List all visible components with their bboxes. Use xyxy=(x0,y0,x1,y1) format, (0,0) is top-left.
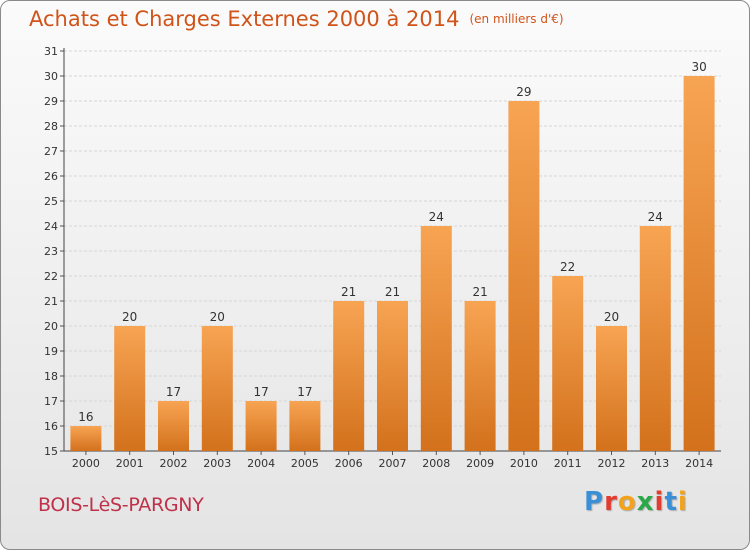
x-tick-label-2004: 2004 xyxy=(247,457,275,470)
x-tick-label-2005: 2005 xyxy=(291,457,319,470)
y-tick-label: 24 xyxy=(44,220,58,233)
data-labels: 16 20 17 20 17 17 21 21 24 21 29 22 20 24 30 xyxy=(78,60,706,424)
bar-2010 xyxy=(508,101,540,451)
logo-letter: i xyxy=(654,487,665,517)
x-tick-label-2000: 2000 xyxy=(72,457,100,470)
y-tick-label: 25 xyxy=(44,195,58,208)
data-label-2008: 24 xyxy=(429,210,444,224)
data-label-2006: 21 xyxy=(341,285,356,299)
x-tick-label-2006: 2006 xyxy=(335,457,363,470)
x-tick-label-2002: 2002 xyxy=(160,457,188,470)
commune-name: BOIS-LèS-PARGNY xyxy=(38,494,204,516)
y-tick-label: 18 xyxy=(44,370,58,383)
bar-2011 xyxy=(552,276,584,451)
y-tick-label: 23 xyxy=(44,245,58,258)
y-tick-label: 30 xyxy=(44,70,58,83)
data-label-2013: 24 xyxy=(648,210,663,224)
bar-2014 xyxy=(683,76,715,451)
bar-2009 xyxy=(464,301,496,451)
y-tick-label: 15 xyxy=(44,445,58,458)
proxiti-logo: Proxiti xyxy=(584,487,688,517)
y-tick-labels: 15 16 17 18 19 20 21 22 23 24 25 26 27 28 29 30 31 xyxy=(44,45,58,458)
y-tick-label: 16 xyxy=(44,420,58,433)
bars xyxy=(70,76,715,451)
bar-2008 xyxy=(420,226,452,451)
logo-letter: r xyxy=(604,487,618,517)
chart-unit: (en milliers d'€) xyxy=(469,12,564,26)
x-tick-labels: 2000 2001 2002 2003 2004 2005 2006 2007 2008 2009… xyxy=(72,451,713,470)
y-tick-label: 26 xyxy=(44,170,58,183)
logo-letter: o xyxy=(617,487,637,517)
x-tick-label-2007: 2007 xyxy=(379,457,407,470)
logo-letter: x xyxy=(636,487,655,517)
y-tick-label: 28 xyxy=(44,120,58,133)
data-label-2001: 20 xyxy=(122,310,137,324)
y-tick-label: 19 xyxy=(44,345,58,358)
bar-2012 xyxy=(596,326,627,451)
x-tick-label-2014: 2014 xyxy=(685,457,713,470)
x-tick-label-2013: 2013 xyxy=(641,457,669,470)
x-tick-label-2009: 2009 xyxy=(466,457,494,470)
data-label-2010: 29 xyxy=(516,85,531,99)
x-tick-label-2012: 2012 xyxy=(598,457,626,470)
data-label-2000: 16 xyxy=(78,410,93,424)
bar-2002 xyxy=(158,401,189,451)
data-label-2004: 17 xyxy=(253,385,268,399)
logo-letter: P xyxy=(584,487,605,517)
logo-letter: i xyxy=(677,487,688,517)
y-tick-label: 22 xyxy=(44,270,58,283)
y-tick-label: 27 xyxy=(44,145,58,158)
bar-2004 xyxy=(245,401,277,451)
bar-2001 xyxy=(114,326,146,451)
bar-2013 xyxy=(639,226,671,451)
data-label-2007: 21 xyxy=(385,285,400,299)
data-label-2011: 22 xyxy=(560,260,575,274)
bar-2000 xyxy=(70,426,102,451)
y-tick-label: 29 xyxy=(44,95,58,108)
data-label-2012: 20 xyxy=(604,310,619,324)
data-label-2014: 30 xyxy=(691,60,706,74)
data-label-2009: 21 xyxy=(472,285,487,299)
x-tick-label-2001: 2001 xyxy=(116,457,144,470)
y-tick-label: 17 xyxy=(44,395,58,408)
x-tick-label-2010: 2010 xyxy=(510,457,538,470)
x-tick-label-2003: 2003 xyxy=(203,457,231,470)
y-tick-label: 21 xyxy=(44,295,58,308)
bar-2003 xyxy=(201,326,233,451)
chart-title: Achats et Charges Externes 2000 à 2014 (e… xyxy=(29,7,564,31)
data-label-2003: 20 xyxy=(210,310,225,324)
bar-2005 xyxy=(289,401,321,451)
data-label-2005: 17 xyxy=(297,385,312,399)
data-label-2002: 17 xyxy=(166,385,181,399)
chart-title-text: Achats et Charges Externes 2000 à 2014 xyxy=(29,7,460,31)
y-tick-label: 31 xyxy=(44,45,58,58)
bar-2007 xyxy=(377,301,408,451)
x-tick-label-2011: 2011 xyxy=(554,457,582,470)
logo-letter: t xyxy=(664,487,678,517)
y-tick-label: 20 xyxy=(44,320,58,333)
bar-2006 xyxy=(333,301,365,451)
x-tick-label-2008: 2008 xyxy=(422,457,450,470)
